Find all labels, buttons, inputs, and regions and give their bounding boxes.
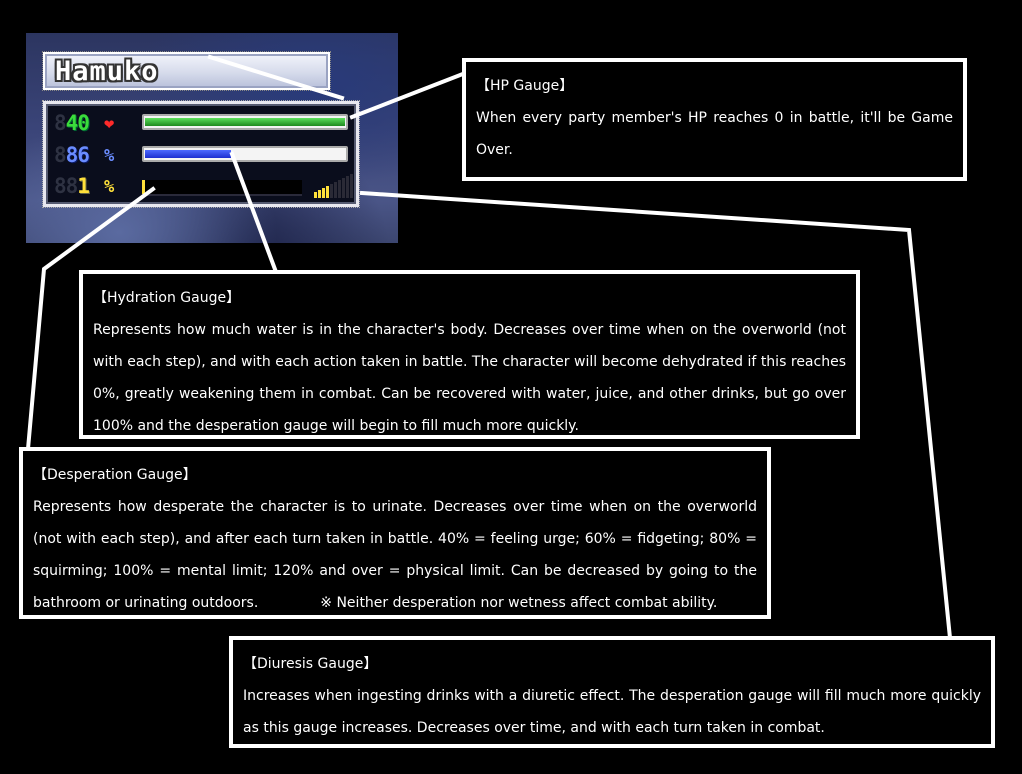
diuresis-bar-step [322,188,325,198]
hydration-row: 886 % [54,141,354,169]
status-panel: Hamuko 840 ❤ 886 % 881 % [26,33,398,243]
desperation-box-body: Represents how desperate the character i… [33,491,757,619]
diuresis-bar-step [326,186,329,198]
desperation-number: 1 [77,174,90,198]
hp-connector-2 [349,69,471,120]
hydration-gauge-info-box: 【Hydration Gauge】 Represents how much wa… [79,270,860,439]
diuresis-bar-step [330,184,333,198]
hp-connector [207,54,345,101]
diuresis-bar-step [318,190,321,198]
hp-value: 840 [54,109,90,137]
hp-ghost-digit: 8 [54,111,67,135]
diuresis-gauge [314,172,354,200]
diuresis-box-title: 【Diuresis Gauge】 [243,656,378,672]
hp-gauge [142,114,348,130]
character-name: Hamuko [55,56,159,87]
desperation-gauge-fill [142,180,145,194]
hydration-percent: % [104,146,115,166]
diuresis-bar-step [338,180,341,198]
hydration-number: 86 [65,143,90,167]
desperation-row: 881 % [54,172,354,200]
hydration-gauge [142,146,348,162]
desperation-gauge [142,180,302,196]
desperation-ghost-digits: 88 [54,174,78,198]
heart-icon: ❤ [104,114,115,134]
desperation-percent: % [104,177,115,197]
diuresis-bar-step [346,176,349,198]
desperation-box-title: 【Desperation Gauge】 [33,467,197,483]
desperation-gauge-info-box: 【Desperation Gauge】 Represents how despe… [19,447,771,619]
hydration-connector [229,151,279,275]
stat-box: 840 ❤ 886 % 881 % [42,100,360,208]
hydration-gauge-fill [145,150,231,158]
desperation-value: 881 [54,172,90,200]
desperation-box-text: Represents how desperate the character i… [33,499,757,611]
hp-number: 40 [65,111,90,135]
diuresis-box-body: Increases when ingesting drinks with a d… [243,688,981,736]
hp-box-body: When every party member's HP reaches 0 i… [476,110,953,158]
desperation-box-note: ※ Neither desperation nor wetness affect… [320,595,718,611]
hp-box-title: 【HP Gauge】 [476,78,574,94]
hydration-ghost-digit: 8 [54,143,67,167]
diuresis-bar-step [342,178,345,198]
hydration-box-title: 【Hydration Gauge】 [93,290,241,306]
diuresis-bar-step [350,174,353,198]
hydration-value: 886 [54,141,90,169]
hydration-box-body: Represents how much water is in the char… [93,322,846,434]
diuresis-bar-step [334,182,337,198]
desperation-connector [25,186,156,452]
hp-row: 840 ❤ [54,109,354,137]
hp-gauge-fill [145,118,345,126]
hp-gauge-info-box: 【HP Gauge】 When every party member's HP … [462,58,967,181]
diuresis-bar-step [314,192,317,198]
name-plate: Hamuko [42,51,331,91]
diuresis-gauge-info-box: 【Diuresis Gauge】 Increases when ingestin… [229,636,995,748]
diuresis-connector [359,190,953,641]
